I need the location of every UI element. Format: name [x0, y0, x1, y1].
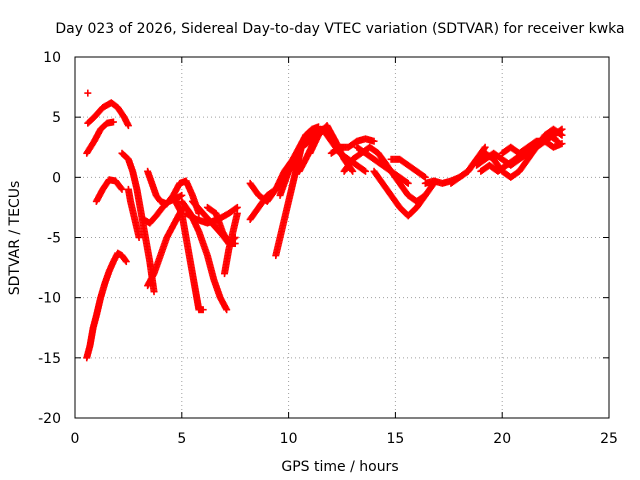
data-point — [122, 258, 130, 266]
x-axis-label: GPS time / hours — [281, 459, 398, 475]
data-point — [233, 203, 241, 211]
y-tick-label: 5 — [52, 110, 61, 126]
x-tick-label: 25 — [600, 431, 618, 447]
data-point — [232, 204, 240, 212]
data-point — [315, 123, 323, 131]
data-point — [370, 137, 378, 145]
data-point — [404, 179, 412, 187]
data-point — [223, 306, 231, 314]
data-point — [360, 166, 368, 174]
x-tick-labels: 0 5 10 15 20 25 — [71, 431, 618, 447]
data-point — [349, 167, 357, 175]
data-point — [121, 256, 129, 264]
axis-ticks — [74, 56, 610, 419]
data-point — [199, 306, 207, 314]
grid — [75, 57, 609, 418]
x-tick-label: 5 — [177, 431, 186, 447]
data-point — [118, 185, 126, 193]
x-tick-label: 20 — [493, 431, 511, 447]
data-point — [117, 184, 125, 192]
y-tick-label: -15 — [38, 351, 61, 367]
chart-title: Day 023 of 2026, Sidereal Day-to-day VTE… — [55, 21, 624, 37]
x-tick-label: 10 — [280, 431, 298, 447]
y-tick-label: -10 — [38, 291, 61, 307]
data-point — [233, 209, 241, 217]
data-point — [84, 89, 92, 97]
data-point — [403, 178, 411, 186]
data-point — [557, 130, 565, 138]
data-point — [361, 167, 369, 175]
y-tick-label: 10 — [43, 50, 61, 66]
data-point — [558, 125, 566, 133]
x-tick-label: 0 — [71, 431, 80, 447]
y-tick-label: -5 — [47, 231, 61, 247]
data-point — [558, 131, 566, 139]
data-point — [178, 191, 186, 199]
data-point — [124, 122, 132, 130]
y-tick-labels: -20 -15 -10 -5 0 5 10 — [38, 50, 61, 427]
data-marks — [83, 89, 566, 362]
data-point — [420, 172, 428, 180]
data-point — [109, 118, 117, 126]
data-point — [558, 140, 566, 148]
data-point — [481, 143, 489, 151]
y-tick-label: 0 — [52, 170, 61, 186]
data-point — [421, 173, 429, 181]
y-axis-label: SDTVAR / TECUs — [7, 181, 23, 296]
data-point — [150, 288, 158, 296]
x-tick-label: 15 — [386, 431, 404, 447]
data-point — [135, 234, 143, 241]
data-point — [348, 166, 356, 174]
y-tick-label: -20 — [38, 411, 61, 427]
